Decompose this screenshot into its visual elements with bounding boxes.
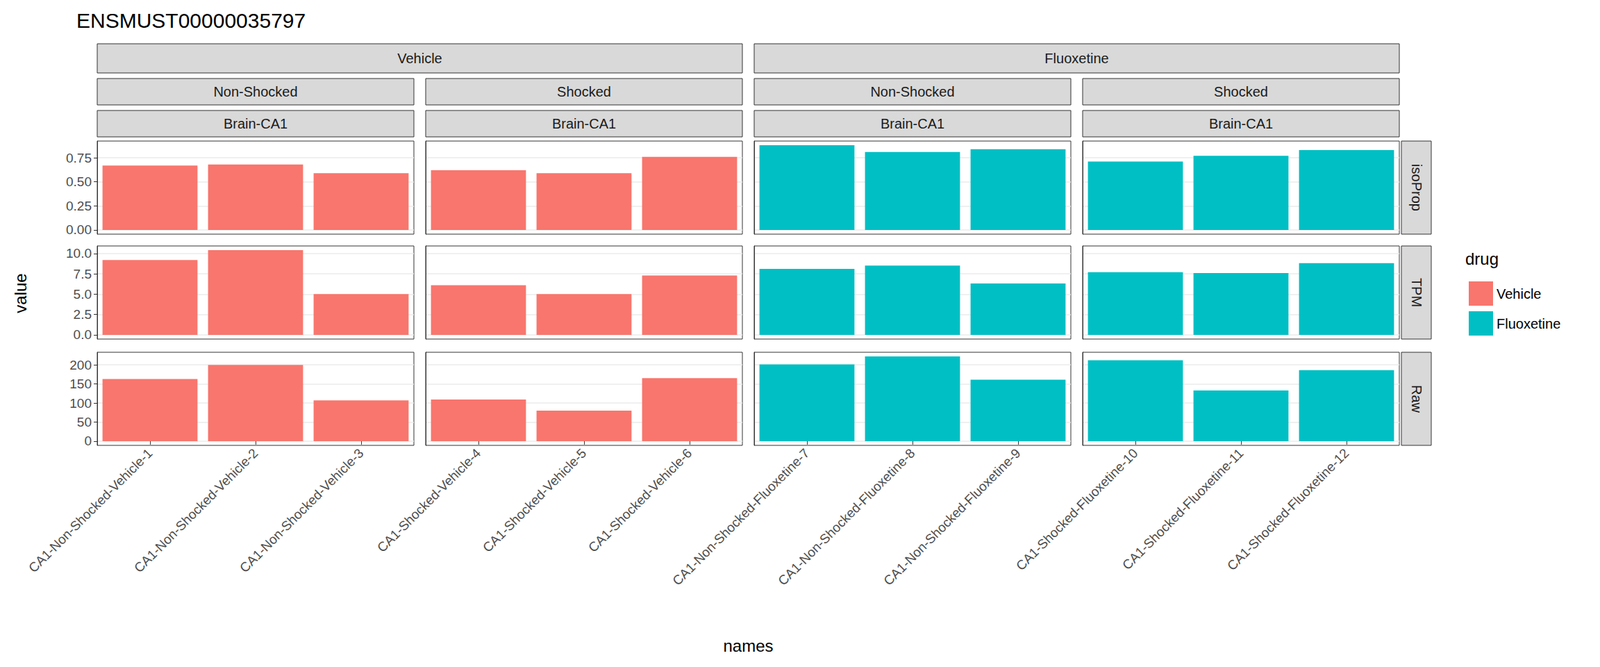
- svg-text:7.5: 7.5: [73, 266, 92, 282]
- svg-text:Non-Shocked: Non-Shocked: [213, 84, 298, 100]
- svg-text:2.5: 2.5: [73, 306, 92, 322]
- svg-text:Shocked: Shocked: [556, 84, 612, 100]
- svg-text:0.0: 0.0: [73, 327, 92, 342]
- svg-text:CA1-Shocked-Fluoxetine-11: CA1-Shocked-Fluoxetine-11: [1119, 445, 1246, 573]
- svg-text:Brain-CA1: Brain-CA1: [1209, 115, 1273, 132]
- svg-text:Brain-CA1: Brain-CA1: [552, 115, 616, 132]
- svg-text:CA1-Shocked-Fluoxetine-10: CA1-Shocked-Fluoxetine-10: [1013, 445, 1141, 573]
- svg-text:CA1-Shocked-Fluoxetine-12: CA1-Shocked-Fluoxetine-12: [1224, 445, 1352, 573]
- svg-text:50: 50: [77, 414, 92, 430]
- svg-text:names: names: [722, 636, 773, 655]
- svg-text:200: 200: [69, 357, 92, 373]
- svg-text:CA1-Shocked-Vehicle-5: CA1-Shocked-Vehicle-5: [479, 445, 589, 555]
- svg-text:CA1-Shocked-Vehicle-6: CA1-Shocked-Vehicle-6: [585, 445, 695, 555]
- svg-text:150: 150: [69, 376, 92, 391]
- svg-text:Vehicle: Vehicle: [1496, 286, 1542, 302]
- svg-text:5.0: 5.0: [73, 286, 92, 302]
- svg-text:ENSMUST00000035797: ENSMUST00000035797: [76, 9, 306, 32]
- svg-text:CA1-Non-Shocked-Fluoxetine-8: CA1-Non-Shocked-Fluoxetine-8: [775, 445, 918, 588]
- svg-text:0: 0: [84, 433, 92, 448]
- svg-text:CA1-Non-Shocked-Vehicle-2: CA1-Non-Shocked-Vehicle-2: [131, 445, 261, 575]
- svg-text:Raw: Raw: [1409, 384, 1425, 414]
- svg-text:Fluoxetine: Fluoxetine: [1496, 315, 1561, 332]
- svg-text:Fluoxetine: Fluoxetine: [1044, 50, 1109, 66]
- svg-text:10.0: 10.0: [65, 245, 92, 261]
- svg-text:0.00: 0.00: [65, 222, 92, 237]
- svg-text:CA1-Non-Shocked-Vehicle-1: CA1-Non-Shocked-Vehicle-1: [25, 445, 155, 575]
- svg-text:Brain-CA1: Brain-CA1: [880, 115, 945, 132]
- svg-text:drug: drug: [1465, 249, 1499, 269]
- svg-text:0.50: 0.50: [65, 174, 92, 189]
- svg-text:isoProp: isoProp: [1409, 163, 1425, 212]
- svg-text:CA1-Non-Shocked-Vehicle-3: CA1-Non-Shocked-Vehicle-3: [236, 445, 366, 575]
- svg-text:Non-Shocked: Non-Shocked: [870, 84, 955, 100]
- svg-text:0.25: 0.25: [65, 198, 92, 214]
- svg-text:CA1-Non-Shocked-Fluoxetine-7: CA1-Non-Shocked-Fluoxetine-7: [669, 445, 813, 588]
- svg-text:100: 100: [69, 395, 92, 411]
- svg-text:Shocked: Shocked: [1213, 84, 1269, 100]
- svg-text:CA1-Non-Shocked-Fluoxetine-9: CA1-Non-Shocked-Fluoxetine-9: [880, 445, 1023, 589]
- svg-text:TPM: TPM: [1409, 277, 1425, 307]
- svg-text:0.75: 0.75: [65, 150, 92, 166]
- svg-text:value: value: [11, 272, 30, 313]
- svg-text:CA1-Shocked-Vehicle-4: CA1-Shocked-Vehicle-4: [374, 445, 484, 555]
- svg-text:Brain-CA1: Brain-CA1: [223, 115, 288, 132]
- svg-text:Vehicle: Vehicle: [397, 50, 443, 66]
